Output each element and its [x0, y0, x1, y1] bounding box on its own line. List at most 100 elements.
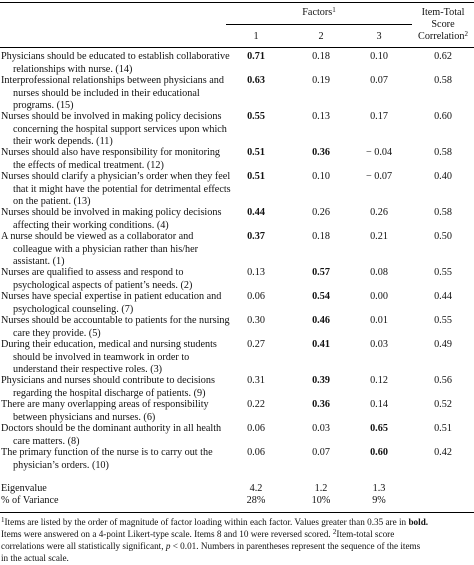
footnote-2-tail: Item-total score: [336, 529, 395, 539]
item-text-line: concerning the hospital support services…: [13, 123, 227, 135]
factor-1-loading: 0.06: [247, 447, 265, 458]
item-total-correlation: 0.60: [434, 111, 452, 122]
factor-1-loading: 0.06: [247, 291, 265, 302]
factor-3-loading: 0.14: [370, 399, 388, 410]
table-row-item: The primary function of the nurse is to …: [1, 447, 253, 472]
factor-1-loading: 0.44: [247, 207, 265, 218]
factor-2-loading: 0.18: [312, 51, 330, 62]
table-row-item: Nurses are qualified to assess and respo…: [1, 267, 253, 292]
variance-label: % of Variance: [1, 495, 59, 506]
item-total-correlation: 0.58: [434, 75, 452, 86]
item-text-line: A nurse should be viewed as a collaborat…: [1, 231, 194, 242]
table-row-item: A nurse should be viewed as a collaborat…: [1, 231, 253, 269]
itc-sup: 2: [464, 30, 468, 38]
eigenvalue-label: Eigenvalue: [1, 483, 47, 494]
item-text-line: Nurses should be involved in making poli…: [1, 111, 222, 122]
factor-2-loading: 0.10: [312, 171, 330, 182]
item-text-line: Physicians and nurses should contribute …: [1, 375, 215, 386]
footnote-2: Items were answered on a 4-point Likert-…: [1, 528, 473, 540]
table-row-item: Nurses should clarify a physician’s orde…: [1, 171, 253, 209]
itc-header-line3: Correlation2: [412, 31, 474, 44]
footnote-2-sup: 2: [332, 528, 337, 536]
item-total-correlation: 0.58: [434, 207, 452, 218]
col-header-1: 1: [253, 31, 259, 42]
table-row-item: Nurses should be involved in making poli…: [1, 207, 253, 232]
item-text-line: that it might have the potential for det…: [13, 183, 231, 195]
item-total-correlation: 0.52: [434, 399, 452, 410]
item-text-line: physician’s orders. (10): [13, 459, 109, 471]
item-total-correlation: 0.51: [434, 423, 452, 434]
factor-2-loading: 0.46: [312, 315, 330, 326]
header-rule: [0, 47, 474, 48]
item-text-line: Nurses have special expertise in patient…: [1, 291, 222, 302]
footnote-1: 1Items are listed by the order of magnit…: [1, 516, 473, 528]
item-text-line: Nurses should be accountable to patients…: [1, 315, 230, 326]
item-total-correlation: 0.56: [434, 375, 452, 386]
footnote-1-bold: bold.: [408, 517, 429, 527]
factor-3-loading: 0.08: [370, 267, 388, 278]
factor-2-loading: 0.57: [312, 267, 330, 278]
item-text-line: care matters. (8): [13, 435, 80, 447]
factor-1-loading: 0.06: [247, 423, 265, 434]
footnote-3: correlations were all statistically sign…: [1, 540, 473, 552]
factor-3-loading: 0.01: [370, 315, 388, 326]
footnote-2-text: Items were answered on a 4-point Likert-…: [1, 529, 333, 539]
item-text-line: During their education, medical and nurs…: [1, 339, 217, 350]
item-text-line: psychological counseling. (7): [13, 303, 134, 315]
factor-2-loading: 0.19: [312, 75, 330, 86]
item-text-line: on the patient. (13): [13, 196, 91, 208]
item-text-line: Nurses are qualified to assess and respo…: [1, 267, 184, 278]
factor-1-loading: 0.37: [247, 231, 265, 242]
item-text-line: colleague with a physician rather than h…: [13, 243, 199, 255]
factor-3-loading: 0.60: [370, 447, 388, 458]
footnote-4: in the actual scale.: [1, 553, 69, 563]
factor-2-loading: 0.13: [312, 111, 330, 122]
col-header-2: 2: [318, 31, 324, 42]
table-row-item: During their education, medical and nurs…: [1, 339, 253, 377]
item-text-line: care they provide. (5): [13, 327, 101, 339]
item-text-line: understand their respective roles. (3): [13, 364, 163, 376]
factor-3-loading: 0.21: [370, 231, 388, 242]
item-total-correlation: 0.55: [434, 267, 452, 278]
eigen-2: 1.2: [314, 483, 328, 494]
item-total-correlation: 0.58: [434, 147, 452, 158]
item-text-line: Nurses should be involved in making poli…: [1, 207, 222, 218]
item-text-line: affecting their working conditions. (4): [13, 219, 169, 231]
factor-3-loading: 0.26: [370, 207, 388, 218]
item-text-line: assistant. (1): [13, 256, 65, 268]
factors-sup: 1: [332, 6, 336, 14]
factors-header: Factors1: [226, 7, 412, 20]
variance-2: 10%: [311, 495, 331, 506]
variance-1: 28%: [246, 495, 266, 506]
factor-3-loading: 0.00: [370, 291, 388, 302]
footnote-3-text: correlations were all statistically sign…: [1, 541, 166, 551]
factor-2-loading: 0.54: [312, 291, 330, 302]
factor-1-loading: 0.55: [247, 111, 265, 122]
factor-2-loading: 0.36: [312, 399, 330, 410]
factor-2-loading: 0.07: [312, 447, 330, 458]
item-text-line: Nurses should also have responsibility f…: [1, 147, 221, 158]
factor-2-loading: 0.18: [312, 231, 330, 242]
factor-1-loading: 0.31: [247, 375, 265, 386]
table-row-item: There are many overlapping areas of resp…: [1, 399, 253, 424]
table-row-item: Nurses should also have responsibility f…: [1, 147, 253, 172]
col-header-3: 3: [376, 31, 382, 42]
footnote-3-p: p: [165, 541, 171, 551]
factor-2-loading: 0.41: [312, 339, 330, 350]
item-text-line: relationships with nurse. (14): [13, 63, 133, 75]
top-rule: [0, 2, 474, 3]
table-row-item: Nurses have special expertise in patient…: [1, 291, 253, 316]
factor-1-loading: 0.30: [247, 315, 265, 326]
factor-3-loading: − 0.07: [365, 171, 393, 182]
item-text-line: Doctors should be the dominant authority…: [1, 423, 222, 434]
item-total-correlation: 0.55: [434, 315, 452, 326]
factor-1-loading: 0.27: [247, 339, 265, 350]
table-row-item: Doctors should be the dominant authority…: [1, 423, 253, 448]
itc-label: Correlation: [418, 31, 465, 42]
item-text-line: should be involved in teamwork in order …: [13, 351, 190, 363]
factor-1-loading: 0.63: [247, 75, 265, 86]
item-total-correlation: 0.40: [434, 171, 452, 182]
item-total-correlation: 0.49: [434, 339, 452, 350]
item-total-correlation: 0.42: [434, 447, 452, 458]
